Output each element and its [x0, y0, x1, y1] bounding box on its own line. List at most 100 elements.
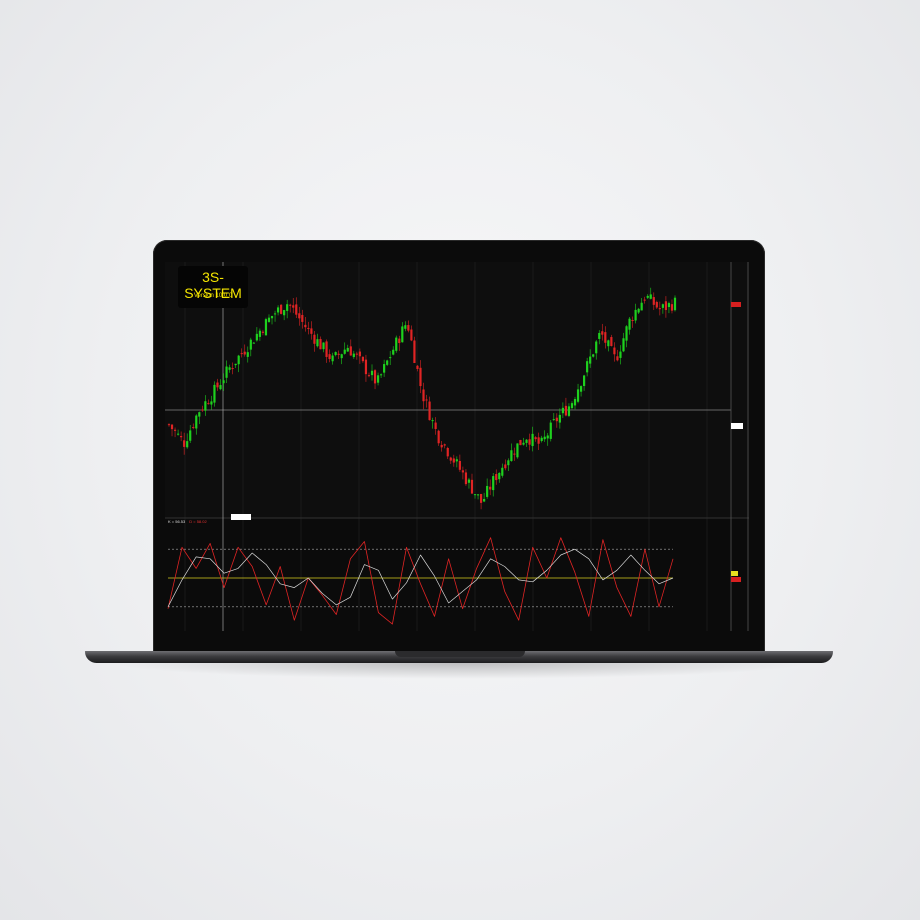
- candle-body: [216, 382, 219, 388]
- candle-body: [492, 476, 495, 491]
- candle-body: [392, 349, 395, 355]
- candle-body: [655, 301, 658, 308]
- laptop-notch: [395, 651, 525, 657]
- candle-body: [667, 303, 671, 308]
- candle-body: [376, 375, 380, 383]
- candle-body: [595, 341, 598, 354]
- candle-body: [210, 401, 213, 405]
- app-version: Version 10.0.0: [193, 293, 233, 299]
- crosshair-price-tag: [731, 423, 743, 429]
- candle-body: [670, 304, 674, 311]
- candle-body: [564, 405, 568, 416]
- logo-box: 3S-SYSTEM Version 10.0.0: [178, 266, 248, 308]
- candle-body: [407, 325, 410, 331]
- candle-body: [422, 389, 425, 402]
- candle-body: [307, 327, 310, 329]
- d-value-tag: [731, 577, 741, 582]
- candle-body: [243, 351, 246, 355]
- d-line: [167, 537, 674, 625]
- candle-body: [449, 457, 452, 461]
- candle-body: [649, 294, 652, 299]
- candle-body: [625, 326, 628, 341]
- candle-body: [198, 412, 201, 417]
- candle-body: [355, 353, 358, 355]
- candle-body: [573, 399, 577, 406]
- candle-body: [167, 424, 171, 426]
- candle-body: [428, 401, 431, 421]
- candle-body: [646, 295, 649, 298]
- candle-body: [298, 313, 301, 319]
- candle-body: [219, 385, 222, 390]
- k-value-tag: [731, 571, 738, 576]
- candle-body: [510, 450, 513, 462]
- candles-layer: [167, 287, 677, 510]
- crosshair-date-tag: [231, 514, 251, 520]
- candle-body: [280, 304, 283, 314]
- candle-body: [389, 357, 392, 359]
- candle-body: [607, 340, 610, 347]
- candle-body: [631, 320, 634, 322]
- candle-body: [367, 375, 371, 377]
- candle-body: [352, 353, 355, 358]
- candle-body: [270, 315, 274, 319]
- oscillator-legend: K = 56.53 D = 58.02: [168, 519, 207, 524]
- candle-body: [476, 494, 480, 496]
- candle-body: [189, 430, 192, 441]
- laptop-base: [85, 651, 833, 663]
- candle-body: [619, 351, 622, 358]
- candle-body: [337, 353, 340, 355]
- candle-body: [316, 339, 319, 347]
- d-value-label: D = 58.02: [189, 519, 207, 524]
- candle-body: [237, 355, 240, 365]
- candle-body: [201, 409, 204, 411]
- candle-body: [234, 363, 237, 366]
- candle-body: [486, 485, 489, 497]
- candle-body: [349, 346, 352, 356]
- candle-body: [637, 308, 640, 313]
- candle-body: [240, 353, 243, 355]
- candle-body: [658, 308, 661, 310]
- candle-body: [170, 424, 174, 430]
- candle-body: [404, 325, 407, 329]
- candle-body: [537, 437, 540, 444]
- candle-body: [437, 430, 440, 444]
- candle-body: [673, 297, 677, 311]
- candle-body: [440, 444, 443, 448]
- candle-body: [570, 403, 574, 409]
- candle-body: [328, 354, 331, 360]
- candle-body: [186, 441, 189, 448]
- candle-body: [498, 472, 501, 480]
- oscillator-layer: [167, 537, 674, 625]
- candle-body: [531, 433, 534, 447]
- candle-body: [192, 427, 195, 429]
- candle-body: [292, 305, 295, 308]
- candle-body: [425, 399, 428, 401]
- candle-body: [598, 332, 601, 339]
- candle-body: [322, 342, 325, 350]
- k-line: [167, 548, 674, 607]
- candle-body: [286, 304, 289, 311]
- candle-body: [225, 366, 228, 378]
- candle-body: [358, 351, 361, 357]
- chart-canvas: [165, 262, 749, 631]
- candle-body: [207, 403, 210, 405]
- candle-body: [364, 359, 368, 375]
- candle-body: [452, 458, 455, 463]
- last-price-tag: [731, 302, 741, 307]
- candle-body: [255, 333, 258, 341]
- candle-body: [413, 340, 416, 364]
- candle-body: [325, 341, 328, 357]
- candle-body: [513, 453, 516, 455]
- candle-body: [395, 337, 398, 351]
- candle-body: [652, 297, 655, 305]
- candle-body: [410, 329, 413, 341]
- candle-body: [525, 439, 528, 443]
- candle-body: [228, 367, 231, 370]
- candle-body: [249, 339, 252, 350]
- candle-body: [461, 470, 465, 473]
- candle-body: [434, 422, 437, 430]
- candle-body: [601, 331, 604, 335]
- candle-body: [610, 337, 613, 347]
- candle-body: [431, 420, 434, 422]
